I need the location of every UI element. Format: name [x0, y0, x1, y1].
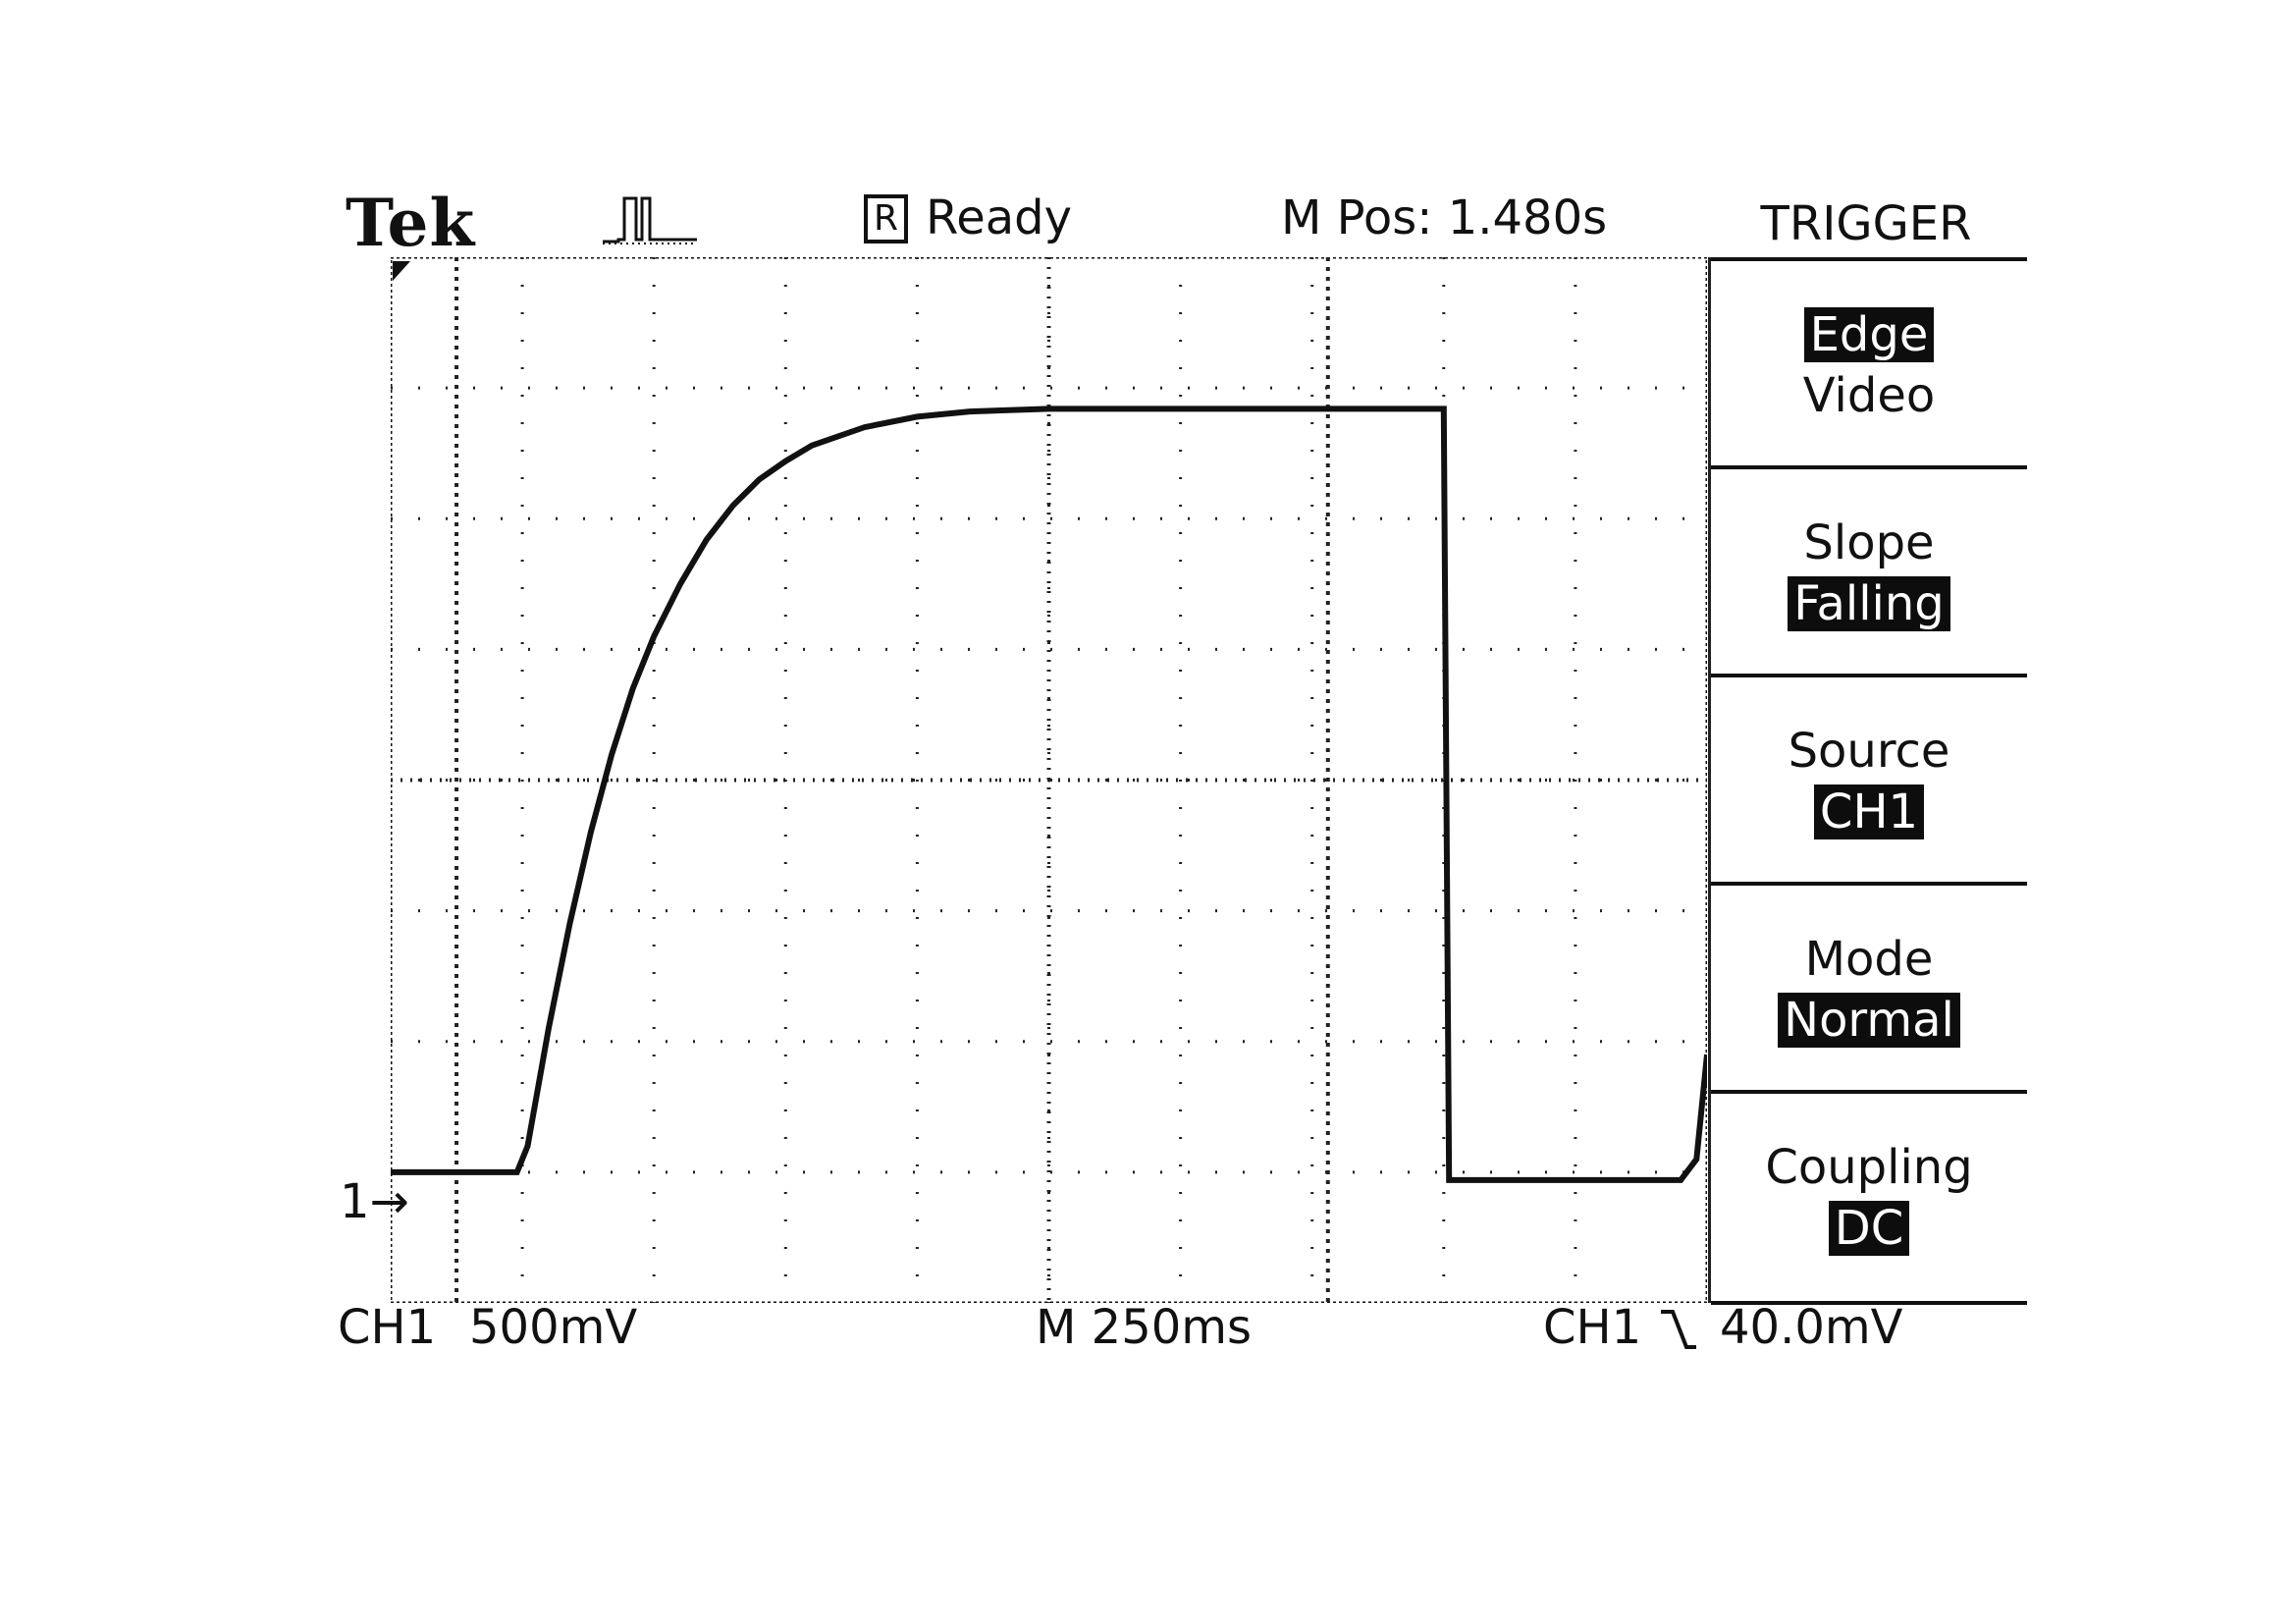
menu-item-type-selected: Edge [1803, 306, 1935, 362]
menu-item-mode-value: Normal [1778, 992, 1960, 1048]
status-text: Ready [926, 190, 1073, 245]
menu-item-slope-label: Slope [1803, 514, 1935, 570]
menu-item-slope-value: Falling [1788, 575, 1950, 631]
menu-item-type[interactable]: Edge Video [1711, 257, 2027, 468]
falling-edge-icon [1661, 1310, 1696, 1349]
trigger-position-marker [393, 261, 410, 281]
menu-item-coupling-value: DC [1828, 1200, 1910, 1256]
menu-item-mode-label: Mode [1804, 931, 1934, 987]
menu-item-coupling-label: Coupling [1765, 1139, 1973, 1195]
menu-title: TRIGGER [1760, 196, 1972, 251]
menu-item-mode[interactable]: Mode Normal [1711, 882, 2027, 1093]
ch1-trace [391, 406, 1707, 1183]
trigger-menu: Edge Video Slope Falling Source CH1 Mode… [1708, 257, 2027, 1305]
status-box: R [864, 194, 909, 243]
horizontal-position-readout: M Pos: 1.480s [1281, 190, 1608, 245]
channel-label: CH1 [338, 1300, 437, 1355]
brand-logo: Tek [346, 185, 476, 261]
ground-marker-label: 1 [340, 1174, 370, 1229]
menu-item-source-label: Source [1788, 723, 1950, 779]
menu-item-source[interactable]: Source CH1 [1711, 674, 2027, 885]
menu-item-slope[interactable]: Slope Falling [1711, 465, 2027, 676]
volts-per-div: 500mV [469, 1300, 638, 1355]
ground-marker: 1→ [340, 1174, 409, 1229]
acquisition-pulse-icon [603, 196, 697, 244]
trigger-level: 40.0mV [1720, 1300, 1903, 1355]
trigger-channel: CH1 [1543, 1300, 1642, 1355]
waveform-display [391, 257, 1707, 1303]
cursor-lines [454, 257, 1330, 1303]
time-per-div: M 250ms [1036, 1300, 1253, 1355]
menu-item-type-alt: Video [1802, 367, 1936, 423]
acquisition-status: R Ready [864, 194, 1072, 243]
menu-item-coupling[interactable]: Coupling DC [1711, 1090, 2027, 1305]
menu-item-source-value: CH1 [1813, 784, 1925, 839]
